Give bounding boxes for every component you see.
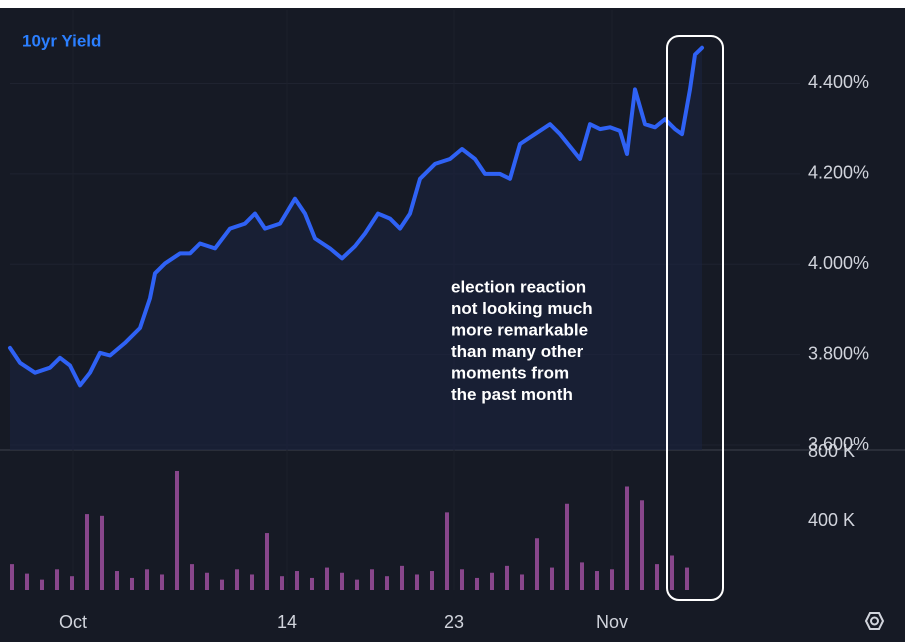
volume-bar [340,572,344,590]
volume-bar [565,503,569,590]
volume-bar [295,571,299,590]
x-tick-label: 23 [444,612,464,632]
y-tick-label: 4.200% [808,163,869,183]
volume-bar [355,579,359,590]
annotation: than many other [451,342,584,361]
volume-bar [595,571,599,590]
volume-bar [535,538,539,590]
volume-bar [475,577,479,590]
volume-bar [175,470,179,590]
volume-tick-label: 400 K [808,510,855,530]
y-tick-label: 3.800% [808,343,869,363]
volume-bar [445,512,449,590]
plot-layer [8,10,800,590]
line [8,45,704,388]
volume-bar [415,574,419,590]
volume-bar [505,565,509,590]
annotation: more remarkable [451,320,588,339]
volume-bar [580,562,584,590]
volume-bar [190,564,194,590]
volume-bar [640,500,644,590]
volume-bar [550,567,554,590]
volume-bar [610,569,614,590]
y-tick-label: 4.400% [808,72,869,92]
volume-bar [625,486,629,590]
annotation: election reaction [451,277,586,296]
volume-bar [10,564,14,590]
volume-tick-label: 800 K [808,441,855,461]
volume-bar [55,569,59,590]
volume-bar [220,579,224,590]
volume-bar [160,574,164,590]
volume-bar [145,569,149,590]
volume-bar [370,569,374,590]
volume-bar [265,533,269,590]
volume-bar [385,576,389,590]
volume-bar [430,571,434,590]
volume-bar [235,569,239,590]
annotation: not looking much [451,299,593,318]
volume-bar [25,573,29,590]
y-tick-label: 3.600% [808,434,869,454]
x-tick-label: Oct [59,612,87,632]
volume-bar [460,569,464,590]
volume-bar [100,515,104,590]
settings-icon[interactable] [864,612,885,630]
line-area [10,47,702,451]
y-tick-label: 4.000% [808,253,869,273]
highlight-box [666,35,724,601]
volume-bar [685,567,689,590]
x-tick-label: Nov [596,612,628,632]
volume-bar [670,555,674,590]
annotation: moments from [451,363,569,382]
x-tick-label: 14 [277,612,297,632]
volume-bar [325,567,329,590]
volume-bar [70,576,74,590]
volume-bar [250,574,254,590]
volume-bar [655,564,659,590]
annotation: the past month [451,385,573,404]
volume-bar [310,577,314,590]
volume-bar [130,577,134,590]
volume-bar [205,572,209,590]
volume-bar [115,571,119,590]
volume-bar [85,514,89,590]
volume-bar [40,579,44,590]
volume-bar [490,572,494,590]
top-strip [0,0,905,8]
volume-bar [280,576,284,590]
volume-bar [520,574,524,590]
volume-bar [400,565,404,590]
legend-label: 10yr Yield [22,31,101,50]
